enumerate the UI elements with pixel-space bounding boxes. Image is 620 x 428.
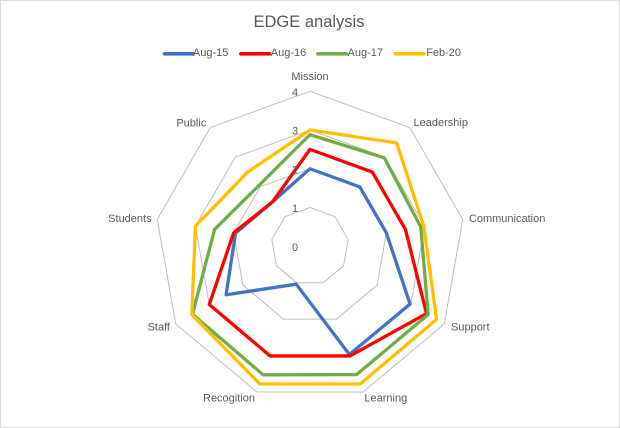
svg-text:Feb-20: Feb-20 (426, 47, 461, 59)
svg-text:Students: Students (108, 213, 152, 225)
svg-text:0: 0 (292, 242, 298, 254)
svg-text:Staff: Staff (148, 322, 171, 334)
svg-text:Public: Public (176, 117, 206, 129)
svg-text:2: 2 (292, 164, 298, 176)
svg-text:Mission: Mission (291, 71, 328, 83)
svg-text:4: 4 (292, 87, 298, 99)
svg-text:Support: Support (451, 322, 490, 334)
svg-text:Aug-16: Aug-16 (271, 47, 306, 59)
svg-text:Communication: Communication (469, 213, 545, 225)
svg-text:Aug-17: Aug-17 (348, 47, 383, 59)
svg-text:Leadership: Leadership (414, 117, 468, 129)
svg-text:Aug-15: Aug-15 (193, 47, 228, 59)
svg-text:Recogition: Recogition (203, 393, 255, 405)
svg-text:Learning: Learning (364, 393, 407, 405)
svg-text:3: 3 (292, 126, 298, 138)
svg-text:EDGE analysis: EDGE analysis (254, 13, 365, 31)
svg-text:1: 1 (292, 203, 298, 215)
